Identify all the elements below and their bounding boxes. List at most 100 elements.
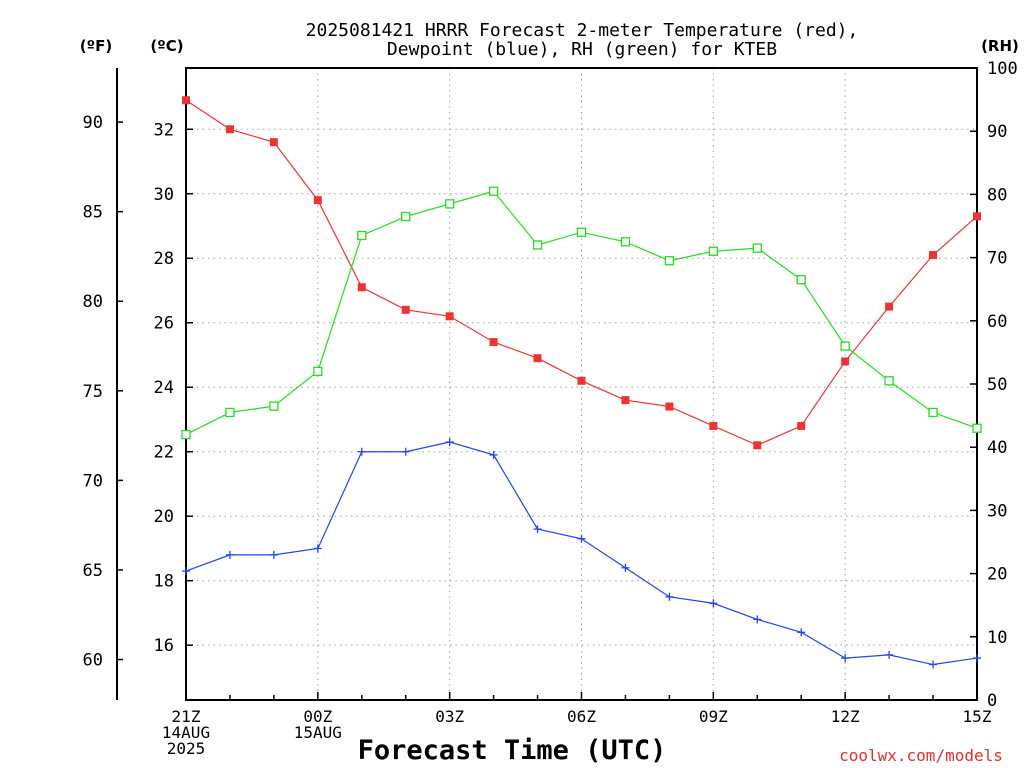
x-tick-label: 21Z (172, 707, 201, 726)
rh-point (488, 186, 499, 196)
rh-tick-label: 50 (987, 375, 1007, 395)
rh-tick-label: 40 (987, 438, 1007, 458)
celsius-tick-label: 28 (154, 249, 174, 269)
x-tick-label: 15Z (963, 707, 992, 726)
dewpoint-point (225, 550, 234, 559)
temperature-point (313, 196, 322, 205)
x-tick-label: 06Z (567, 707, 596, 726)
rh-tick-label: 80 (987, 185, 1007, 205)
celsius-axis-label: (ºC) (150, 37, 183, 55)
temperature-point (929, 251, 938, 260)
temperature-point (621, 396, 630, 405)
temperature-point (753, 441, 762, 450)
dewpoint-point (489, 450, 498, 459)
dewpoint-point (621, 563, 630, 572)
celsius-tick-label: 32 (154, 120, 174, 140)
rh-point (269, 401, 279, 411)
x-tick-label: 12Z (831, 707, 860, 726)
rh-point (796, 275, 806, 285)
fahrenheit-tick-label: 65 (83, 561, 103, 581)
temperature-point (885, 302, 894, 311)
rh-point (532, 240, 543, 250)
dewpoint-point (665, 592, 674, 601)
dewpoint-point (841, 654, 850, 663)
fahrenheit-tick-label: 90 (83, 113, 103, 133)
rh-point (401, 211, 411, 222)
temperature-point (973, 212, 981, 221)
dewpoint-point (445, 438, 454, 447)
celsius-tick-label: 22 (154, 443, 174, 463)
rh-tick-label: 70 (987, 249, 1007, 269)
celsius-tick-label: 20 (154, 507, 174, 527)
temperature-point (269, 138, 278, 147)
rh-tick-label: 30 (987, 501, 1007, 521)
temperature-point (577, 376, 586, 385)
chart-title-line-2: Dewpoint (blue), RH (green) for KTEB (387, 39, 777, 60)
temperature-point (841, 357, 850, 366)
dewpoint-point (885, 650, 894, 659)
x-tick-label: 00Z (303, 707, 332, 726)
dewpoint-point (533, 525, 542, 534)
rh-point (181, 429, 191, 440)
celsius-tick-label: 18 (154, 572, 174, 592)
temperature-point (709, 421, 718, 430)
x-tick-label: 2025 (167, 739, 206, 758)
fahrenheit-tick-label: 70 (83, 471, 103, 491)
rh-tick-label: 0 (987, 691, 997, 711)
temperature-point (225, 125, 234, 134)
celsius-tick-label: 30 (154, 185, 174, 205)
dewpoint-point (929, 660, 938, 669)
fahrenheit-tick-label: 85 (83, 203, 103, 223)
fahrenheit-tick-label: 60 (83, 651, 103, 671)
rh-point (708, 246, 718, 256)
x-tick-label: 03Z (435, 707, 464, 726)
dewpoint-point (709, 599, 718, 608)
dewpoint-point (357, 447, 366, 456)
credit-text: coolwx.com/models (839, 746, 1003, 765)
x-tick-label: 15AUG (294, 723, 342, 742)
x-axis-title: Forecast Time (UTC) (358, 735, 667, 766)
dewpoint-point (973, 654, 981, 663)
dewpoint-point (269, 550, 278, 559)
temperature-point (665, 402, 674, 411)
rh-point (620, 237, 631, 247)
rh-point (225, 407, 235, 418)
rh-tick-label: 10 (987, 628, 1007, 648)
celsius-tick-label: 16 (154, 636, 174, 656)
rh-point (840, 341, 850, 351)
temperature-point (797, 421, 806, 430)
dewpoint-point (182, 567, 190, 576)
grid-lines (186, 68, 977, 700)
fahrenheit-tick-label: 80 (83, 292, 103, 312)
rh-point (752, 243, 762, 253)
temperature-point (401, 305, 410, 314)
x-tick-label: 09Z (699, 707, 728, 726)
temperature-point (357, 283, 366, 292)
axes: 16 18 20 22 24 26 28 30 32 60 65 70 75 80 85 90 0 10 20 30 4… (83, 59, 1018, 758)
temperature-point (489, 338, 498, 347)
temperature-point (182, 96, 190, 105)
rh-tick-label: 90 (987, 122, 1007, 142)
rh-point (928, 407, 938, 418)
rh-point (884, 376, 894, 386)
dewpoint-point (401, 447, 410, 456)
temperature-point (533, 354, 542, 363)
celsius-tick-label: 24 (154, 378, 174, 398)
rh-tick-label: 20 (987, 565, 1007, 585)
dewpoint-point (313, 544, 322, 553)
rh-point (445, 199, 455, 209)
celsius-tick-label: 26 (154, 314, 174, 334)
rh-tick-label: 100 (987, 59, 1018, 79)
dewpoint-point (797, 628, 806, 637)
dewpoint-point (753, 615, 762, 624)
rh-point (313, 366, 323, 377)
rh-tick-label: 60 (987, 312, 1007, 332)
x-tick-label: 14AUG (162, 723, 210, 742)
rh-point (357, 230, 367, 241)
rh-axis-label: (RH) (981, 37, 1019, 55)
chart-title-line-1: 2025081421 HRRR Forecast 2-meter Tempera… (306, 20, 859, 41)
fahrenheit-axis-label: (ºF) (80, 37, 112, 55)
rh-point (664, 256, 675, 266)
